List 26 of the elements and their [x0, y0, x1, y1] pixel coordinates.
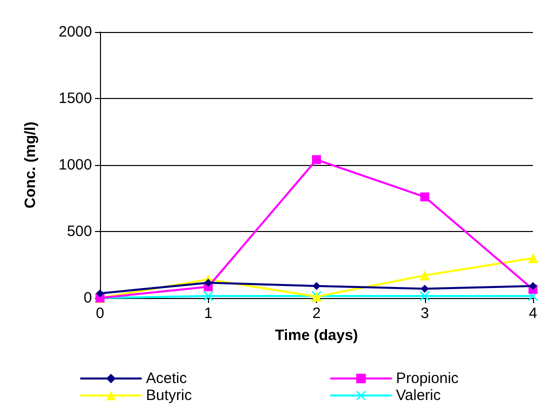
- point: [529, 282, 537, 290]
- y-axis-title: Conc. (mg/l): [22, 122, 39, 208]
- x-tick-label: 4: [528, 305, 538, 322]
- point: [312, 282, 320, 290]
- x-tick-label: 0: [96, 305, 104, 322]
- y-tick-label: 2000: [58, 24, 92, 40]
- y-tick-label: 1500: [58, 90, 92, 107]
- point: [420, 291, 430, 302]
- point: [420, 270, 430, 280]
- legend-label: Butyric: [146, 387, 192, 404]
- x-tick-label: 1: [204, 305, 212, 322]
- legend-label: Valeric: [396, 387, 442, 404]
- point: [420, 192, 430, 202]
- legend-label: Acetic: [146, 370, 188, 387]
- x-axis-title: Time (days): [274, 327, 358, 344]
- point: [420, 284, 429, 293]
- legend-label: Propionic: [396, 370, 460, 387]
- y-tick-label: 1000: [58, 156, 92, 174]
- point: [312, 155, 321, 164]
- x-tick-label: 2: [312, 305, 321, 322]
- point: [203, 291, 214, 302]
- point: [528, 253, 538, 264]
- point: [204, 278, 212, 287]
- y-tick-label: 500: [66, 223, 92, 240]
- y-tick-label: 0: [84, 290, 92, 306]
- x-tick-label: 3: [420, 305, 429, 322]
